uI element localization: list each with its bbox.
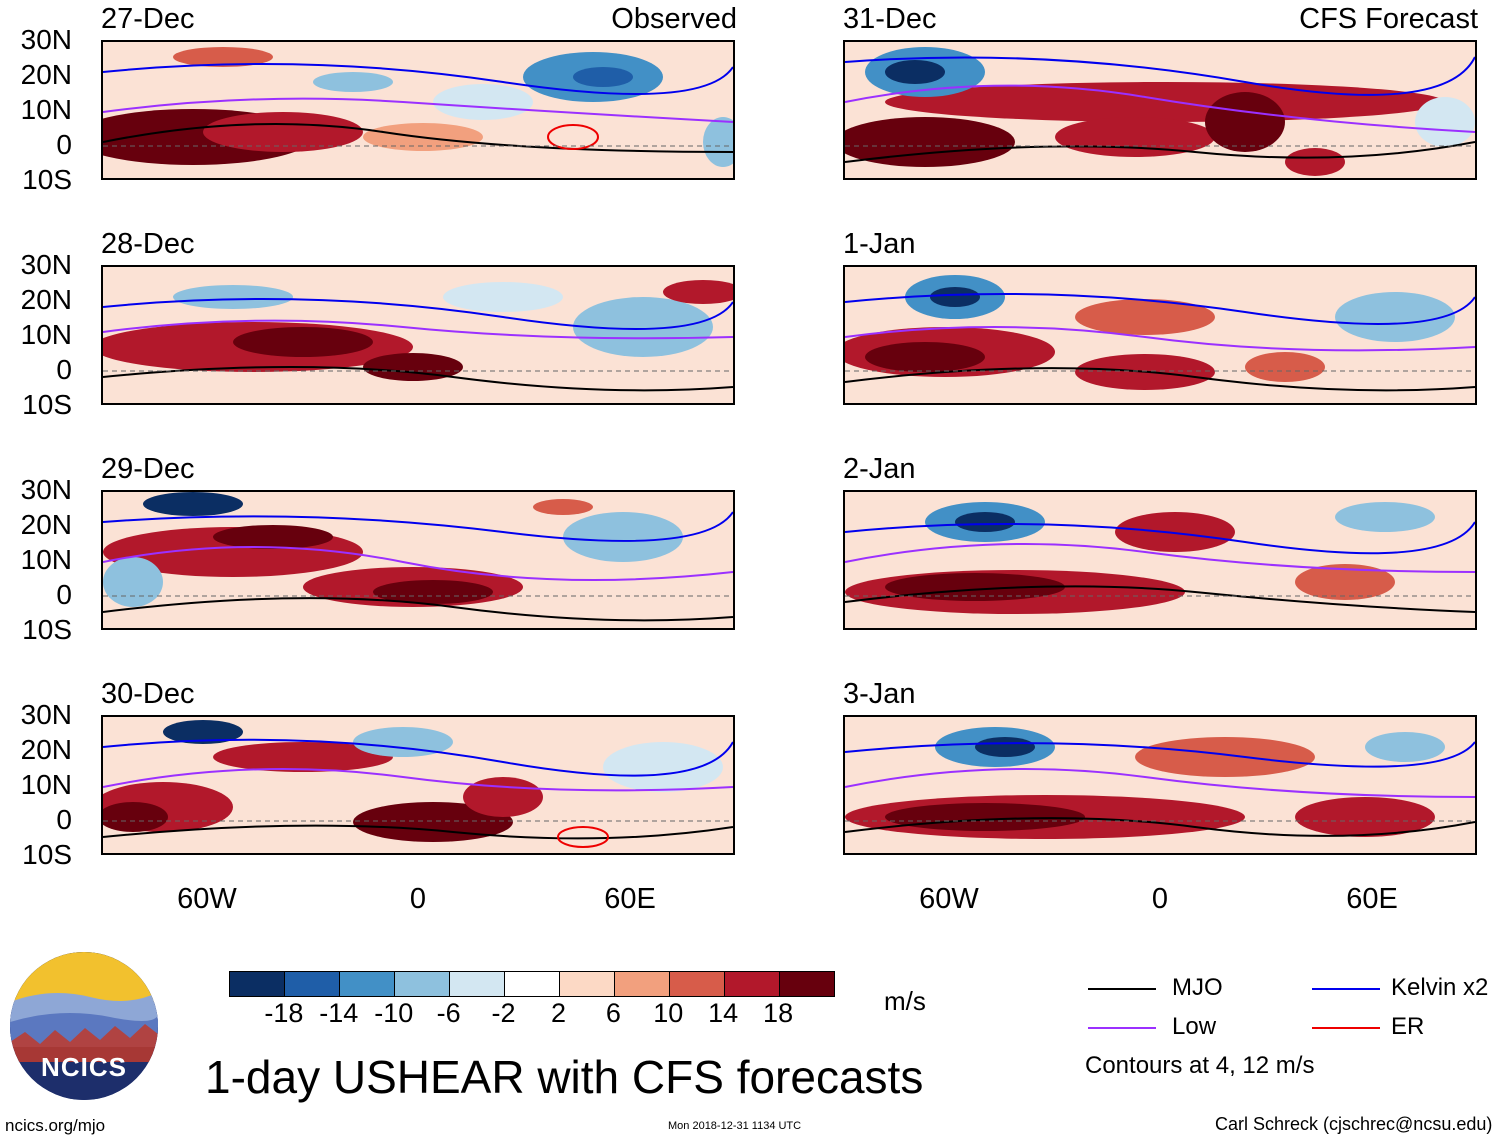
panel-date-label: 3-Jan (843, 678, 916, 710)
map-panel-3-jan (843, 715, 1477, 855)
figure-title: 1-day USHEAR with CFS forecasts (205, 1051, 924, 1103)
panel-date-label: 31-Dec (843, 3, 937, 35)
lat-label-10s: 10S (22, 164, 72, 195)
map-panel-29-dec (101, 490, 735, 630)
colorbar-tick-label: 2 (550, 998, 566, 1028)
lon-label-60e: 60E (604, 883, 656, 915)
lat-label-30n: 30N (20, 249, 72, 280)
ncics-logo: NCICS (10, 952, 158, 1100)
colorbar-tick-label: -18 (264, 998, 304, 1028)
lat-label-eq: 0 (56, 354, 72, 385)
lat-label-30n: 30N (20, 24, 72, 55)
legend-line-mjo (1088, 988, 1156, 990)
lat-label-10n: 10N (20, 94, 72, 125)
lon-label-0: 0 (409, 883, 427, 915)
lat-label-30n: 30N (20, 474, 72, 505)
lat-label-eq: 0 (56, 129, 72, 160)
colorbar-swatch (560, 972, 615, 996)
colorbar-swatch (725, 972, 780, 996)
colorbar-swatch (780, 972, 834, 996)
legend-line-low (1088, 1027, 1156, 1029)
lat-label-30n: 30N (20, 699, 72, 730)
footer-author: Carl Schreck (cjschrec@ncsu.edu) (1215, 1114, 1493, 1134)
panel-date-label: 1-Jan (843, 228, 916, 260)
lat-label-20n: 20N (20, 284, 72, 315)
lat-label-eq: 0 (56, 579, 72, 610)
colorbar-tick-label: 14 (708, 998, 739, 1028)
panel-date-label: 28-Dec (101, 228, 195, 260)
lat-label-10s: 10S (22, 389, 72, 420)
lat-label-eq: 0 (56, 804, 72, 835)
colorbar-tick-label: -6 (436, 998, 461, 1028)
colorbar-tick-label: -2 (491, 998, 516, 1028)
legend-line-er (1312, 1027, 1380, 1029)
colorbar-tick-label: -14 (319, 998, 359, 1028)
legend-contour-note: Contours at 4, 12 m/s (1085, 1052, 1315, 1079)
lon-label-60e: 60E (1346, 883, 1398, 915)
colorbar-tick-label: 10 (653, 998, 684, 1028)
legend-label-low: Low (1172, 1013, 1217, 1040)
lat-label-20n: 20N (20, 59, 72, 90)
lon-label-0: 0 (1151, 883, 1169, 915)
lat-label-20n: 20N (20, 734, 72, 765)
lat-label-10n: 10N (20, 544, 72, 575)
colorbar-swatch (670, 972, 725, 996)
legend-label-mjo: MJO (1172, 974, 1223, 1001)
lat-label-10n: 10N (20, 769, 72, 800)
colorbar-swatch (230, 972, 285, 996)
colorbar-tick-label: 18 (763, 998, 794, 1028)
lon-label-60w: 60W (919, 883, 979, 915)
footer-timestamp: Mon 2018-12-31 1134 UTC (668, 1120, 802, 1132)
map-panel-2-jan (843, 490, 1477, 630)
logo-text: NCICS (41, 1052, 127, 1082)
lon-label-60w: 60W (177, 883, 237, 915)
footer-site-link[interactable]: ncics.org/mjo (5, 1116, 106, 1135)
colorbar (229, 971, 835, 997)
map-panel-27-dec (101, 40, 735, 180)
map-panel-31-dec (843, 40, 1477, 180)
legend-label-er: ER (1391, 1013, 1425, 1040)
lat-label-10n: 10N (20, 319, 72, 350)
colorbar-unit: m/s (884, 986, 926, 1016)
colorbar-tick-label: 6 (605, 998, 621, 1028)
lat-label-20n: 20N (20, 509, 72, 540)
column-label-cfs-forecast: CFS Forecast (1299, 3, 1478, 35)
colorbar-swatch (340, 972, 395, 996)
legend-line-kelvin (1312, 988, 1380, 990)
legend-label-kelvin: Kelvin x2 (1391, 974, 1489, 1001)
colorbar-swatch (505, 972, 560, 996)
map-panel-28-dec (101, 265, 735, 405)
panel-date-label: 2-Jan (843, 453, 916, 485)
lat-label-10s: 10S (22, 839, 72, 870)
column-label-observed: Observed (611, 3, 737, 35)
colorbar-swatch (395, 972, 450, 996)
colorbar-swatch (285, 972, 340, 996)
colorbar-tick-label: -10 (374, 998, 414, 1028)
panel-date-label: 29-Dec (101, 453, 195, 485)
lat-label-10s: 10S (22, 614, 72, 645)
colorbar-swatch (615, 972, 670, 996)
map-panel-1-jan (843, 265, 1477, 405)
panel-date-label: 27-Dec (101, 3, 195, 35)
colorbar-swatch (450, 972, 505, 996)
map-panel-30-dec (101, 715, 735, 855)
panel-date-label: 30-Dec (101, 678, 195, 710)
